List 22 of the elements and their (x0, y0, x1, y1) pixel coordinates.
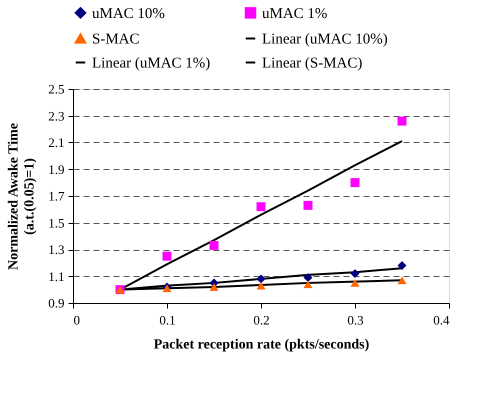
y-tick-label: 2.5 (48, 82, 64, 96)
x-tick-label: 0.4 (433, 312, 450, 328)
legend-label: Linear (uMAC 1%) (92, 56, 210, 72)
y-tick-label: 1.9 (48, 162, 64, 177)
y-tick-label: 1.1 (48, 268, 64, 284)
x-tick-label: 0.1 (159, 312, 176, 328)
y-tick-label: 1.7 (48, 188, 65, 204)
y-tick-label: 1.3 (48, 242, 64, 257)
legend-label: Linear (S-MAC) (262, 56, 362, 72)
y-tick-label: 1.5 (48, 215, 64, 230)
x-axis-title: Packet reception rate (pkts/seconds) (154, 338, 370, 352)
y-axis-title: Normalized Awake Time (a.t.(0.05)=1) (6, 123, 38, 270)
legend-label: uMAC 10% (92, 6, 165, 22)
legend-label: uMAC 1% (262, 6, 328, 22)
y-tick-label: 2.1 (48, 135, 64, 150)
x-tick-label: 0 (74, 312, 80, 328)
x-tick-label: 0.2 (253, 312, 270, 328)
legend-label: S-MAC (92, 32, 140, 48)
y-tick-label: 0.9 (48, 296, 64, 310)
legend-label: Linear (uMAC 10%) (262, 32, 388, 48)
y-tick-label: 2.3 (48, 108, 64, 124)
x-tick-label: 0.3 (347, 312, 364, 328)
